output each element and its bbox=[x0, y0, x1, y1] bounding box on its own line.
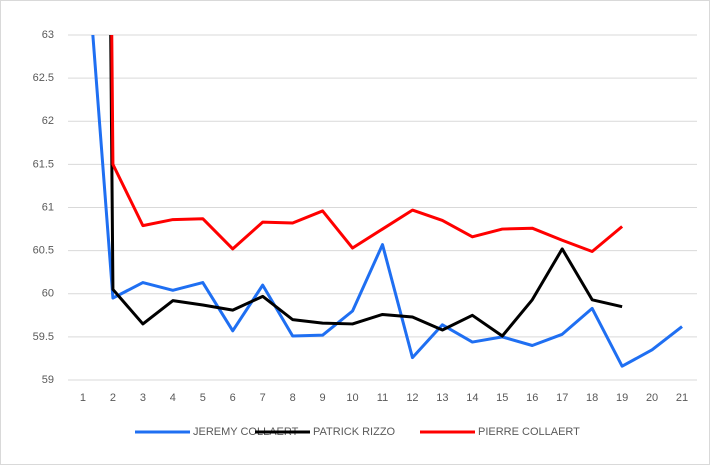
x-tick-label: 17 bbox=[556, 392, 568, 404]
x-tick-label: 15 bbox=[496, 392, 508, 404]
x-tick-label: 13 bbox=[436, 392, 448, 404]
x-tick-label: 14 bbox=[466, 392, 478, 404]
y-tick-label: 62.5 bbox=[33, 72, 54, 84]
x-tick-label: 1 bbox=[80, 392, 86, 404]
y-tick-label: 63 bbox=[42, 29, 54, 41]
x-tick-label: 21 bbox=[676, 392, 688, 404]
x-tick-label: 12 bbox=[406, 392, 418, 404]
x-tick-label: 9 bbox=[320, 392, 326, 404]
y-tick-label: 62 bbox=[42, 115, 54, 127]
x-tick-label: 10 bbox=[346, 392, 358, 404]
legend-label: JEREMY COLLAERT bbox=[193, 426, 299, 438]
x-tick-label: 8 bbox=[290, 392, 296, 404]
x-tick-label: 3 bbox=[140, 392, 146, 404]
series-line bbox=[109, 35, 623, 338]
x-tick-label: 2 bbox=[110, 392, 116, 404]
x-tick-label: 5 bbox=[200, 392, 206, 404]
y-tick-label: 59.5 bbox=[33, 331, 54, 343]
plot-area bbox=[91, 35, 683, 368]
y-tick-label: 59 bbox=[42, 374, 54, 386]
legend-label: PIERRE COLLAERT bbox=[478, 426, 580, 438]
x-tick-label: 19 bbox=[616, 392, 628, 404]
x-tick-label: 18 bbox=[586, 392, 598, 404]
x-tick-label: 7 bbox=[260, 392, 266, 404]
x-tick-label: 6 bbox=[230, 392, 236, 404]
y-tick-label: 61 bbox=[42, 201, 54, 213]
y-tick-label: 60 bbox=[42, 288, 54, 300]
x-tick-label: 20 bbox=[646, 392, 658, 404]
series-line bbox=[91, 35, 683, 368]
x-tick-label: 4 bbox=[170, 392, 176, 404]
x-tick-label: 16 bbox=[526, 392, 538, 404]
y-tick-label: 61.5 bbox=[33, 158, 54, 170]
legend-label: PATRICK RIZZO bbox=[313, 426, 396, 438]
y-tick-label: 60.5 bbox=[33, 245, 54, 257]
series-line bbox=[110, 35, 624, 253]
x-tick-label: 11 bbox=[377, 392, 388, 404]
